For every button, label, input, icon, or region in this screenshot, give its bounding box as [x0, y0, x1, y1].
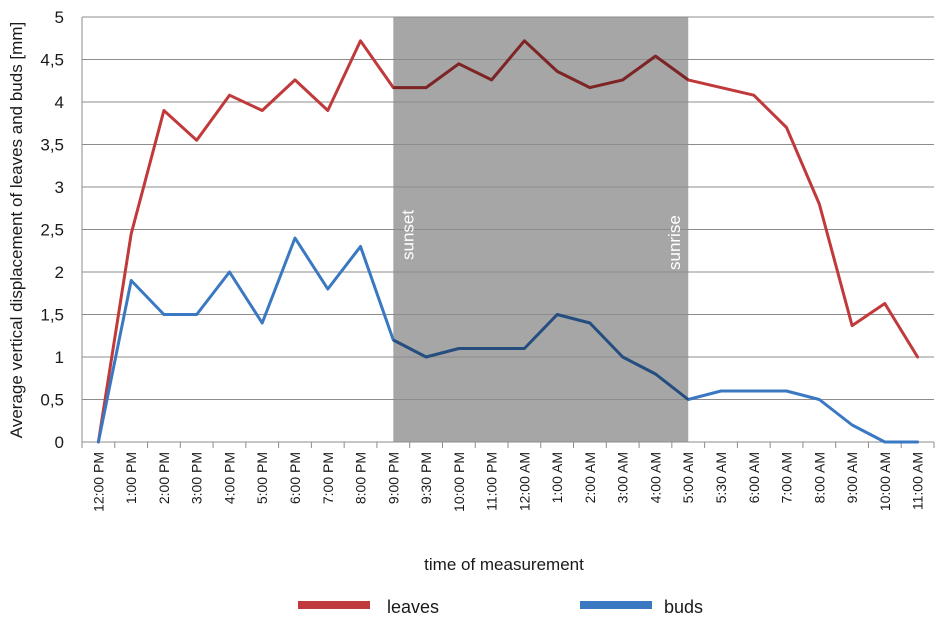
- x-tick-label: 9:30 PM: [418, 452, 434, 504]
- y-tick-label: 4: [55, 93, 64, 112]
- x-tick-label: 5:30 AM: [713, 452, 729, 503]
- y-tick-label: 3,5: [40, 136, 64, 155]
- x-tick-label: 4:00 AM: [647, 452, 663, 503]
- y-tick-label: 2: [55, 263, 64, 282]
- y-tick-label: 0: [55, 433, 64, 452]
- y-tick-label: 1,5: [40, 306, 64, 325]
- x-tick-label: 8:00 AM: [811, 452, 827, 503]
- series-lines: [96, 39, 920, 444]
- x-tick-label: 6:00 AM: [746, 452, 762, 503]
- x-tick-label: 10:00 AM: [877, 452, 893, 511]
- series-line-shaded-buds: [392, 313, 690, 401]
- annotations: sunset sunrise: [398, 210, 684, 270]
- x-tick-label: 5:00 AM: [680, 452, 696, 503]
- sunrise-annotation: sunrise: [665, 215, 684, 270]
- y-tick-label: 3: [55, 178, 64, 197]
- x-tick-label: 7:00 AM: [779, 452, 795, 503]
- y-tick-label: 0,5: [40, 391, 64, 410]
- legend-label-leaves: leaves: [387, 597, 439, 617]
- x-tick-label: 8:00 PM: [353, 452, 369, 504]
- legend-label-buds: buds: [664, 597, 703, 617]
- y-tick-labels: 0 0,5 1 1,5 2 2,5 3 3,5 4 4,5 5: [40, 8, 64, 452]
- x-tick-label: 11:00 AM: [910, 452, 926, 510]
- sunset-annotation: sunset: [398, 210, 417, 260]
- series-line-buds: [96, 236, 920, 444]
- x-tick-label: 1:00 AM: [549, 452, 565, 503]
- y-tick-label: 5: [55, 8, 64, 27]
- x-tick-label: 4:00 PM: [221, 452, 237, 504]
- y-tick-label: 2,5: [40, 221, 64, 240]
- x-tick-label: 2:00 PM: [156, 452, 172, 504]
- y-tick-label: 1: [55, 348, 64, 367]
- x-tick-label: 5:00 PM: [254, 452, 270, 504]
- x-tick-label: 3:00 PM: [189, 452, 205, 504]
- legend: leaves buds: [298, 597, 703, 617]
- series-line-leaves: [96, 39, 920, 444]
- y-axis-title: Average vertical displacement of leaves …: [7, 22, 26, 438]
- x-tick-label: 10:00 PM: [451, 452, 467, 512]
- legend-swatch-buds: [580, 601, 652, 609]
- series-line-shaded-leaves: [393, 39, 690, 90]
- x-tick-label: 1:00 PM: [123, 452, 139, 504]
- x-tick-label: 11:00 PM: [484, 452, 500, 511]
- legend-swatch-leaves: [298, 601, 370, 609]
- x-tick-label: 12:00 PM: [90, 452, 106, 512]
- x-tick-label: 9:00 AM: [844, 452, 860, 503]
- y-tick-label: 4,5: [40, 51, 64, 70]
- x-tick-label: 3:00 AM: [615, 452, 631, 503]
- x-tick-label: 2:00 AM: [582, 452, 598, 503]
- x-tick-label: 6:00 PM: [287, 452, 303, 504]
- x-tick-label: 7:00 PM: [320, 452, 336, 504]
- x-axis-title: time of measurement: [424, 555, 584, 574]
- axes: [81, 17, 935, 448]
- x-tick-label: 12:00 AM: [516, 452, 532, 511]
- x-tick-labels: 12:00 PM 1:00 PM 2:00 PM 3:00 PM 4:00 PM 5:00…: [90, 452, 925, 512]
- x-tick-label: 9:00 PM: [385, 452, 401, 504]
